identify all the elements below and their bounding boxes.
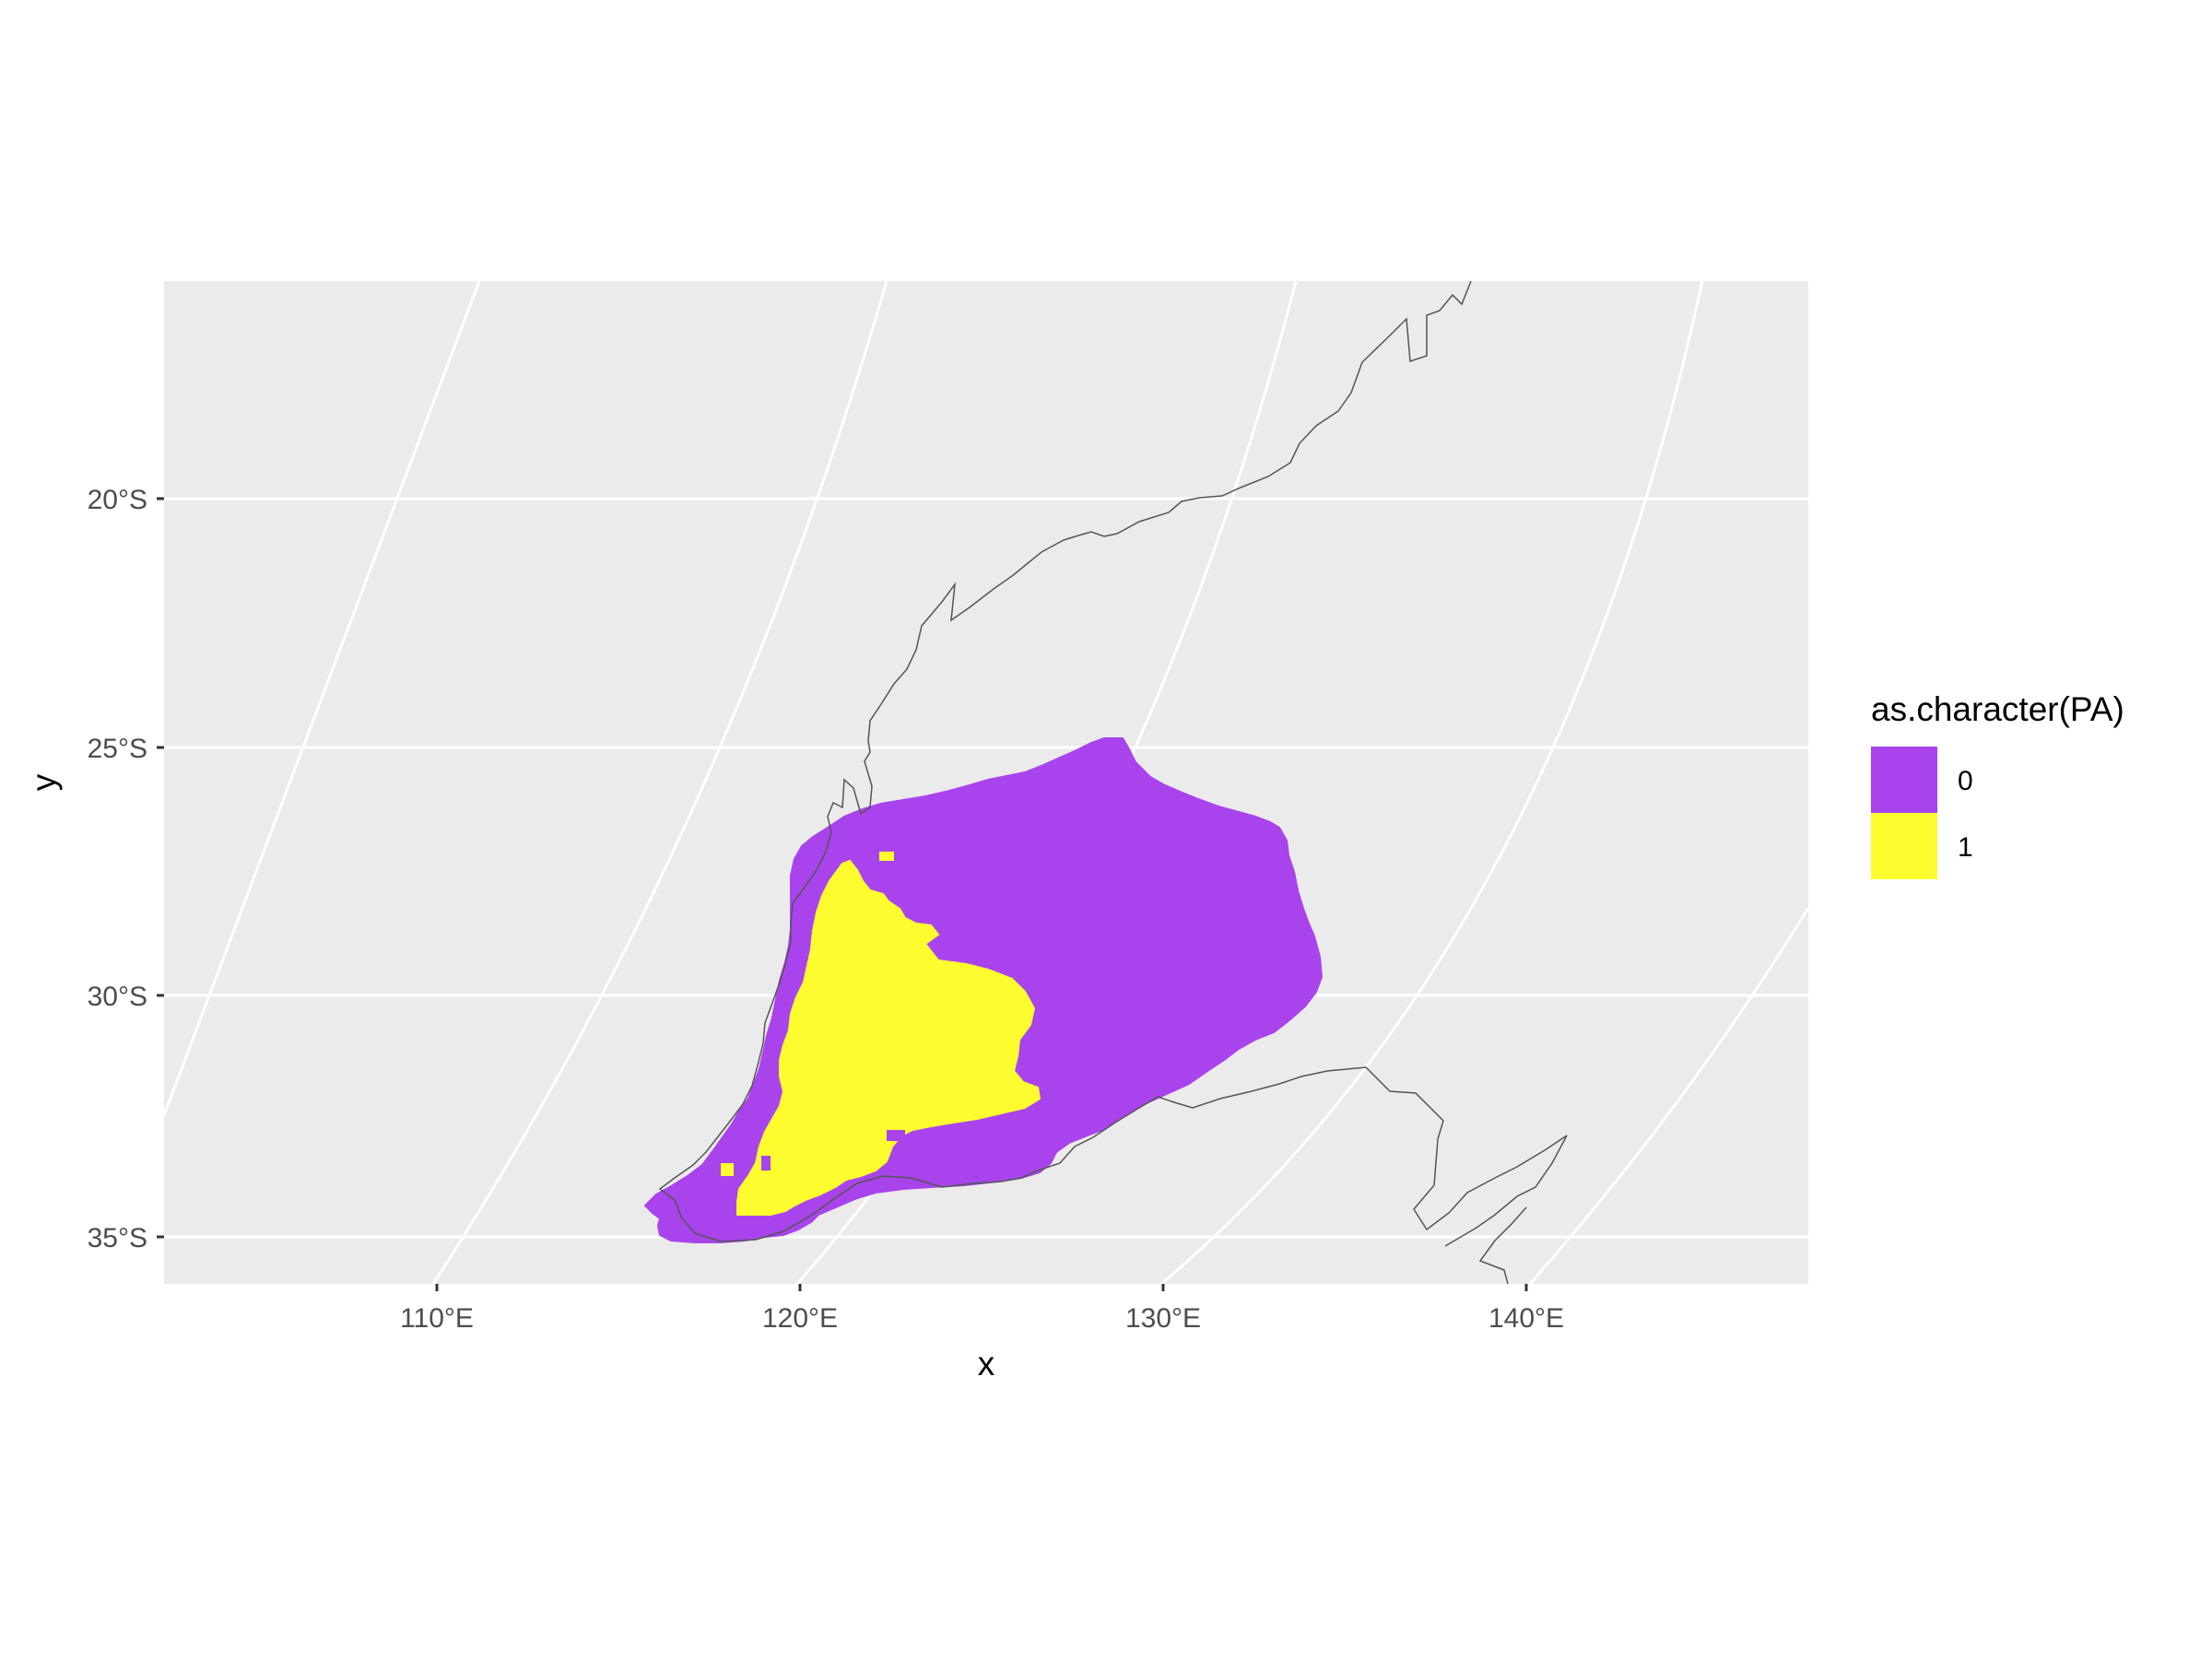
coastline-northwest: [658, 281, 1568, 1247]
x-axis: 110°E 120°E 130°E 140°E x: [400, 1284, 1564, 1382]
legend-key-0: [1871, 747, 1937, 813]
coastline-layer: [658, 281, 1568, 1284]
y-axis-title: y: [25, 773, 63, 791]
raster-class-0-patch: [761, 1156, 771, 1171]
y-tick-label: 30°S: [88, 982, 147, 1012]
longitude-line-120e: [431, 281, 888, 1284]
raster-layer: [643, 737, 1324, 1243]
legend-label-1: 1: [1958, 832, 1973, 863]
legend-key-1: [1871, 813, 1937, 879]
raster-class-0-patch: [887, 1130, 905, 1141]
y-tick-label: 25°S: [88, 734, 147, 764]
x-tick-label: 110°E: [400, 1303, 474, 1334]
legend-label-0: 0: [1958, 766, 1973, 796]
x-tick-label: 140°E: [1488, 1303, 1564, 1334]
raster-class-1-patch: [721, 1163, 734, 1176]
y-tick-label: 35°S: [88, 1223, 147, 1253]
legend-title: as.character(PA): [1871, 690, 2124, 728]
longitude-line-140e: [1160, 281, 1704, 1284]
x-tick-label: 130°E: [1125, 1303, 1201, 1334]
longitude-line-110e: [164, 281, 481, 1116]
y-axis: 20°S 25°S 30°S 35°S y: [25, 485, 164, 1253]
y-tick-label: 20°S: [88, 485, 147, 515]
coastline-gulf: [1478, 1206, 1527, 1284]
raster-class-1-region: [736, 859, 1041, 1216]
x-tick-label: 120°E: [762, 1303, 838, 1334]
x-axis-title: x: [978, 1345, 995, 1382]
raster-class-1-patch: [879, 852, 894, 861]
longitude-line-150e: [1528, 907, 1808, 1284]
legend: as.character(PA) 0 1: [1871, 690, 2124, 879]
